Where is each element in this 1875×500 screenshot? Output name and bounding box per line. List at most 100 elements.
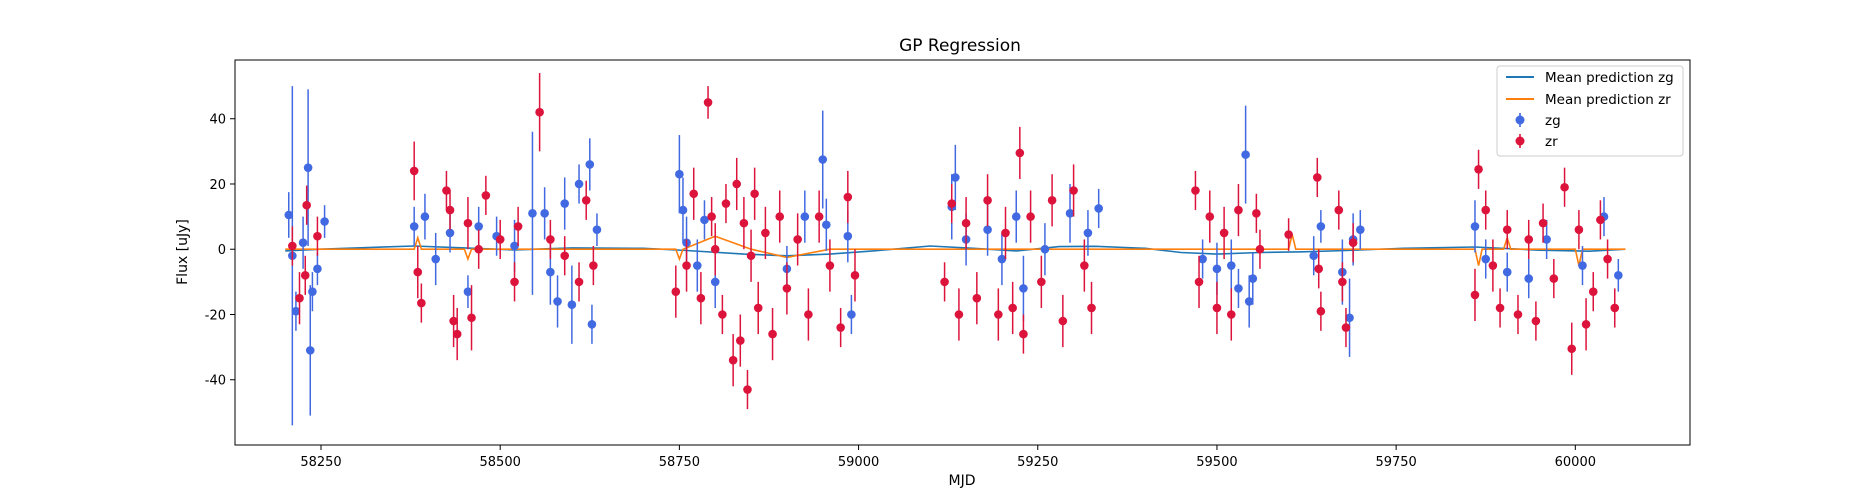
zg-point	[1241, 150, 1250, 159]
zg-point	[445, 228, 455, 238]
zg-point	[843, 231, 853, 241]
zg-point	[1212, 264, 1222, 274]
zg-point	[1198, 254, 1207, 264]
x-tick-label: 59500	[1196, 455, 1237, 470]
zr-point	[1474, 165, 1483, 174]
zg-point	[693, 261, 702, 270]
zg-point	[305, 346, 315, 355]
zr-point	[782, 284, 792, 293]
x-tick-label: 59250	[1017, 455, 1058, 470]
zr-point	[1212, 303, 1222, 313]
zg-point	[1234, 284, 1243, 293]
zg-point	[1040, 244, 1050, 254]
zr-point	[707, 212, 716, 221]
y-tick-label: -40	[205, 374, 226, 389]
zg-point	[546, 267, 555, 277]
zr-point	[947, 199, 957, 208]
legend-label-mean-zr: Mean prediction zr	[1545, 92, 1671, 108]
zr-point	[442, 186, 451, 195]
zr-point	[775, 212, 785, 221]
zg-point	[822, 220, 831, 230]
zg-point	[553, 297, 562, 306]
zr-point	[1087, 303, 1096, 313]
zr-point	[746, 251, 756, 261]
zr-point	[814, 212, 824, 221]
zr-point	[409, 166, 419, 176]
zr-point	[449, 316, 458, 326]
zr-point	[696, 293, 706, 303]
zg-point	[474, 222, 483, 231]
plot-area	[284, 73, 1626, 426]
x-tick-label: 58500	[480, 455, 521, 470]
zr-point	[1574, 225, 1584, 234]
zg-point	[847, 310, 856, 319]
zg-point	[1244, 297, 1254, 306]
zr-point	[850, 271, 860, 280]
zr-point	[1008, 303, 1017, 313]
zr-point	[732, 179, 742, 189]
zg-point	[298, 238, 308, 248]
zg-point	[592, 225, 602, 234]
zr-point	[1284, 230, 1293, 239]
zg-point	[1019, 284, 1028, 293]
series-line-mean-prediction-zg	[285, 245, 1626, 257]
zr-point	[793, 235, 802, 244]
zg-point	[560, 199, 570, 208]
x-axis: 58250 58500 58750 59000 59250 59500 59750 60000	[300, 445, 1596, 470]
zg-point	[420, 212, 430, 221]
zr-point	[1524, 235, 1534, 244]
zg-point	[1226, 261, 1236, 270]
zr-point	[703, 98, 713, 107]
y-tick-label: -20	[205, 308, 226, 323]
zg-point	[1094, 204, 1103, 213]
zr-point	[1488, 261, 1498, 270]
zg-point	[983, 225, 992, 234]
zr-point	[983, 195, 992, 205]
zg-point	[313, 264, 322, 274]
zr-point	[1047, 195, 1057, 205]
legend-label-zr: zr	[1545, 134, 1558, 150]
zr-point	[718, 310, 727, 319]
zr-point	[1026, 212, 1035, 221]
zg-point	[1470, 222, 1480, 231]
legend-swatch-zr	[1515, 134, 1525, 148]
zr-point	[825, 261, 835, 270]
zg-point	[284, 210, 294, 220]
zr-point	[1341, 323, 1351, 332]
zr-point	[1603, 254, 1612, 264]
zr-point	[1470, 290, 1480, 300]
zr-point	[313, 231, 322, 241]
zg-point	[320, 217, 329, 226]
x-axis-label: MJD	[949, 473, 976, 489]
zr-point	[535, 107, 544, 117]
y-tick-label: 0	[218, 243, 226, 258]
zr-point	[1549, 274, 1559, 283]
zg-point	[1065, 209, 1075, 218]
zr-point	[295, 293, 304, 303]
y-axis-label: Flux [uJy]	[175, 219, 191, 285]
zr-point	[689, 189, 699, 199]
zr-point	[574, 277, 584, 287]
zr-point	[413, 267, 423, 277]
zr-point	[710, 244, 720, 254]
zg-point	[997, 254, 1007, 264]
zr-point	[1338, 277, 1347, 287]
zr-point	[972, 293, 982, 303]
zg-point	[587, 319, 597, 329]
zg-point	[1011, 212, 1021, 221]
zr-point	[1481, 205, 1491, 215]
zr-point	[750, 189, 759, 199]
zg-point	[818, 155, 828, 164]
zr-point	[1531, 316, 1541, 326]
zr-point	[1019, 329, 1028, 339]
legend-label-zg: zg	[1545, 113, 1561, 129]
zg-point	[409, 222, 419, 231]
zg-point	[1524, 274, 1534, 283]
zr-point	[1334, 205, 1344, 215]
zr-point	[560, 251, 570, 261]
y-axis: -40 -20 0 20 40	[205, 113, 235, 389]
zr-point	[1069, 186, 1078, 195]
zg-point	[1578, 261, 1587, 270]
zg-point	[1542, 235, 1551, 244]
